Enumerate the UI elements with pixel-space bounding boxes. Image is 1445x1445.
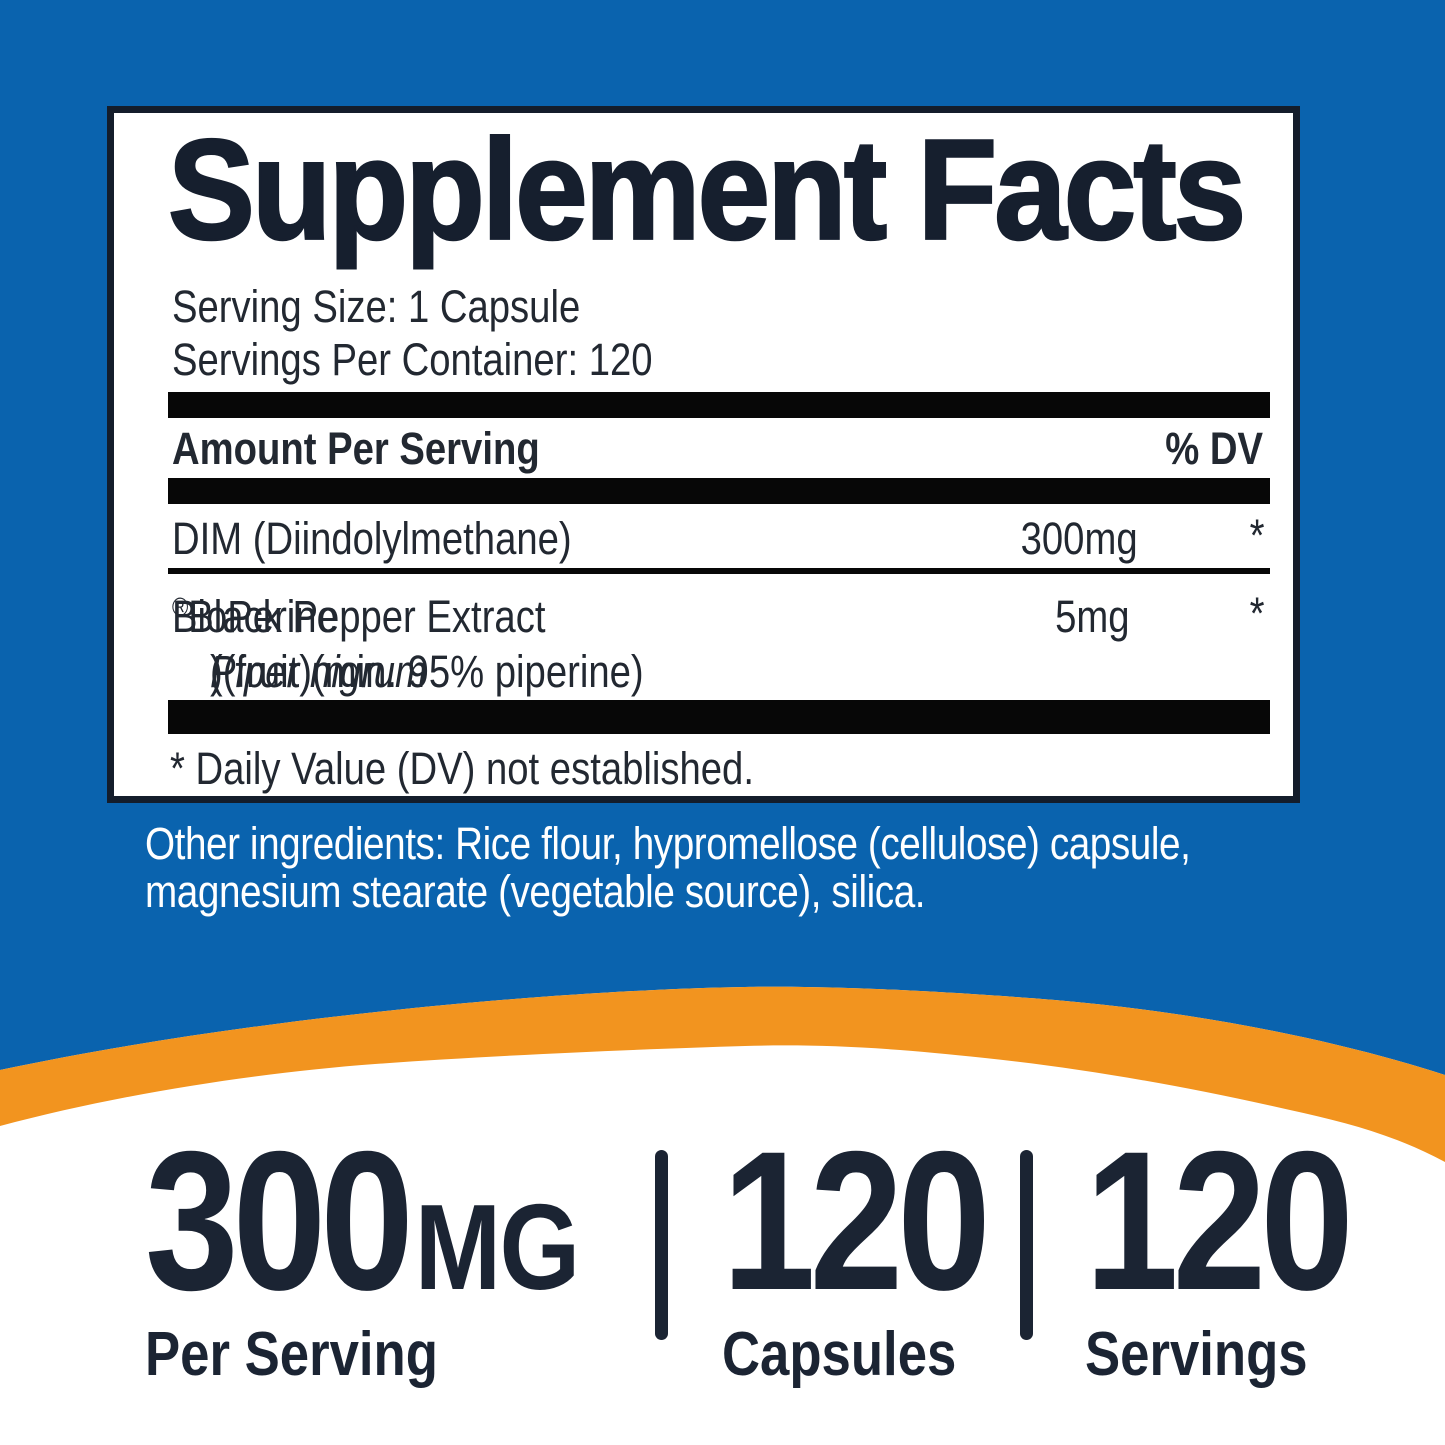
daily-value-footnote: * Daily Value (DV) not established. [170, 743, 754, 794]
stat-capsules-value: 120 [722, 1110, 991, 1331]
stat-servings-value: 120 [1085, 1110, 1354, 1331]
percent-dv-header: % DV [1165, 423, 1263, 474]
ingredient-bioperine-name: BioPerine ® Black Pepper Extract [172, 592, 545, 639]
ingredient-dim-amount: 300mg [1021, 513, 1138, 564]
bioperine-brand: BioPerine [172, 591, 338, 642]
supplement-facts-panel: Supplement Facts Serving Size: 1 Capsule… [107, 106, 1300, 803]
separator-rule-thin [168, 568, 1270, 574]
stat-divider-1 [655, 1150, 668, 1340]
stat-per-serving-label: Per Serving [145, 1320, 438, 1389]
supplement-facts-title: Supplement Facts [167, 110, 1248, 270]
amount-per-serving-header: Amount Per Serving [172, 423, 540, 474]
separator-bar-thick-mid [168, 478, 1270, 504]
separator-bar-thick-top [168, 392, 1270, 418]
stat-servings-label: Servings [1085, 1320, 1308, 1389]
bioperine-name-rest: Black Pepper Extract [188, 591, 546, 642]
ingredient-bioperine-dv: * [1250, 588, 1265, 639]
stat-servings-value-row: 120 [1085, 1122, 1355, 1320]
other-ingredients-text: Other ingredients: Rice flour, hypromell… [145, 818, 1335, 918]
stat-per-serving-value: 300 [145, 1110, 414, 1331]
subline-rest: )(fruit)(min. 95% piperine) [210, 646, 644, 697]
stat-capsules: 120 Capsules [722, 1122, 992, 1386]
serving-size-line: Serving Size: 1 Capsule [172, 281, 581, 332]
stat-per-serving-unit: MG [414, 1179, 580, 1315]
stat-divider-2 [1020, 1150, 1033, 1340]
stat-per-serving-value-row: 300 MG [145, 1110, 580, 1331]
ingredient-bioperine-amount: 5mg [1055, 591, 1130, 642]
orange-brush-stroke [0, 986, 1445, 1162]
registered-trademark-symbol: ® [172, 592, 189, 622]
other-ingredients-line-1: Other ingredients: Rice flour, hypromell… [145, 818, 1191, 869]
ingredient-dim-dv: * [1250, 510, 1265, 561]
other-ingredients-line-2: magnesium stearate (vegetable source), s… [145, 866, 926, 918]
stat-capsules-label: Capsules [722, 1320, 957, 1389]
subline-open-paren: ( [210, 646, 223, 697]
stat-per-serving: 300 MG Per Serving [145, 1110, 580, 1389]
ingredient-dim-name: DIM (Diindolylmethane) [172, 513, 572, 564]
separator-bar-thick-bottom [168, 700, 1270, 734]
stat-capsules-value-row: 120 [722, 1122, 992, 1320]
servings-per-container-line: Servings Per Container: 120 [172, 334, 653, 385]
stat-servings: 120 Servings [1085, 1122, 1355, 1386]
latin-name-italic: Piper nigrum [210, 646, 427, 697]
